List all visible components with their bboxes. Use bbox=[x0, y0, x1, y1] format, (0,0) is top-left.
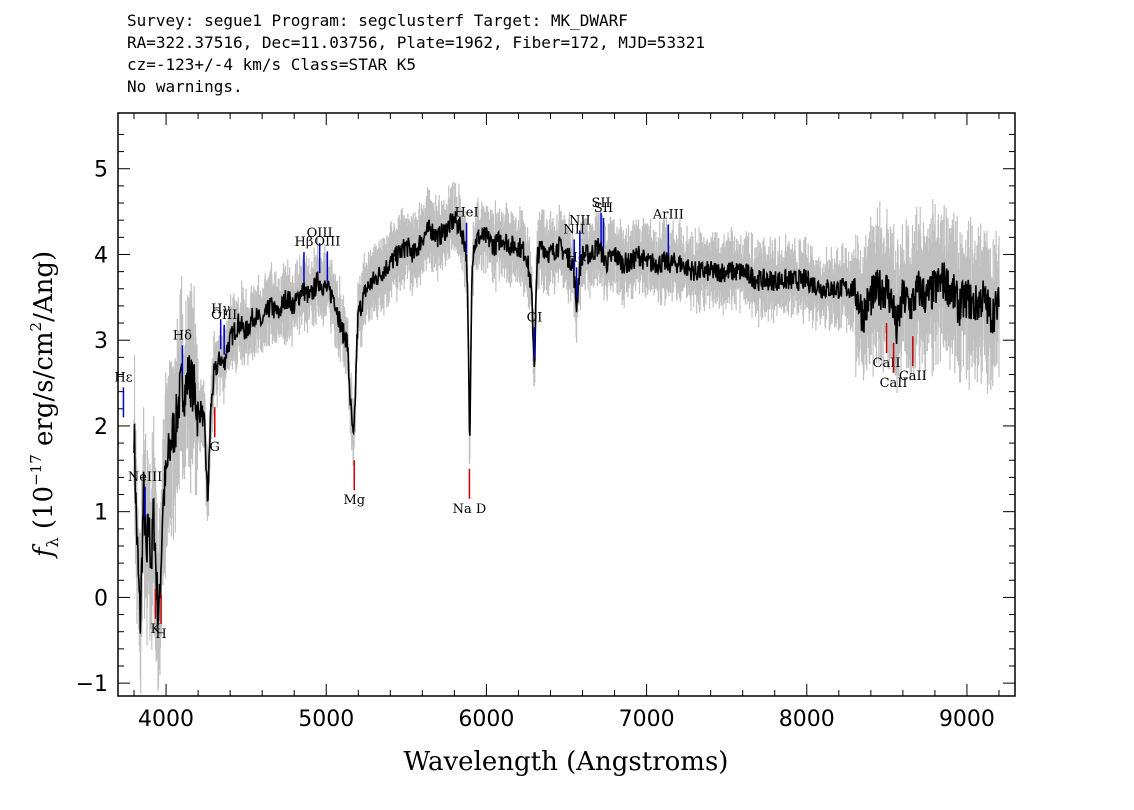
line-marker-label: ArIII bbox=[652, 207, 684, 222]
line-marker-label: Hγ bbox=[211, 302, 230, 317]
y-tick-label: 1 bbox=[94, 501, 108, 526]
y-axis-title: fλ (10−17 erg/s/cm2/Ang) bbox=[27, 251, 62, 559]
line-marker-label: CaII bbox=[873, 356, 901, 371]
flux-line-path bbox=[133, 211, 1000, 634]
y-tick-label: 4 bbox=[94, 243, 108, 268]
x-axis-title: Wavelength (Angstroms) bbox=[404, 747, 729, 777]
x-tick-label: 8000 bbox=[779, 707, 835, 732]
line-marker-label: NII bbox=[569, 213, 591, 228]
header-warnings-line: No warnings. bbox=[127, 77, 243, 96]
y-tick-label: 5 bbox=[94, 158, 108, 183]
spectrum-header: Survey: segue1 Program: segclusterf Targ… bbox=[127, 10, 705, 98]
svg-text:fλ (10−17 erg/s/cm2/Ang): fλ (10−17 erg/s/cm2/Ang) bbox=[27, 251, 62, 559]
header-redshift-line: cz=-123+/-4 km/s Class=STAR K5 bbox=[127, 55, 416, 74]
line-marker-label: Hδ bbox=[173, 328, 192, 343]
line-marker-label: OIII bbox=[211, 308, 237, 323]
x-tick-label: 4000 bbox=[138, 707, 194, 732]
plot-frame bbox=[117, 112, 1016, 697]
line-marker-label: CaII bbox=[899, 369, 927, 384]
y-tick-label: 0 bbox=[94, 586, 108, 611]
x-tick-label: 9000 bbox=[939, 707, 995, 732]
line-marker-label: SII bbox=[592, 196, 611, 211]
x-tick-label: 5000 bbox=[298, 707, 354, 732]
line-marker-label: Hα bbox=[567, 250, 587, 265]
line-marker-label: Mg bbox=[343, 493, 365, 508]
y-tick-label: −1 bbox=[76, 672, 108, 697]
x-axis: 4000 5000 6000 7000 8000 9000 bbox=[133, 113, 1000, 732]
header-survey-line: Survey: segue1 Program: segclusterf Targ… bbox=[127, 11, 628, 30]
y-tick-label: 3 bbox=[94, 329, 108, 354]
line-marker-label: SII bbox=[594, 201, 613, 216]
line-marker-label: NeIII bbox=[128, 470, 162, 485]
x-tick-label: 7000 bbox=[619, 707, 675, 732]
header-coordinates-line: RA=322.37516, Dec=11.03756, Plate=1962, … bbox=[127, 33, 705, 52]
line-marker-label: OIII bbox=[307, 226, 333, 241]
flux-series bbox=[133, 211, 1000, 634]
x-tick-label: 6000 bbox=[458, 707, 514, 732]
line-marker-label: H bbox=[155, 627, 166, 642]
line-marker-label: HeI bbox=[454, 206, 478, 221]
line-marker-label: Hβ bbox=[295, 235, 314, 250]
line-marker-label: G bbox=[210, 440, 220, 455]
line-marker-label: Na D bbox=[453, 502, 487, 517]
y-axis: −1 0 1 2 3 4 5 bbox=[76, 133, 1015, 697]
y-tick-label: 2 bbox=[94, 415, 108, 440]
line-marker-label: K bbox=[151, 622, 161, 637]
line-marker-label: OIII bbox=[314, 234, 340, 249]
line-marker-label: CaII bbox=[880, 376, 908, 391]
line-marker-label: Hε bbox=[114, 370, 132, 385]
line-markers: HεNeIIIHδHγOIIIHβOIIIOIIIHeIOINIIHαNIISI… bbox=[114, 196, 926, 642]
line-marker-label: OI bbox=[527, 310, 543, 325]
